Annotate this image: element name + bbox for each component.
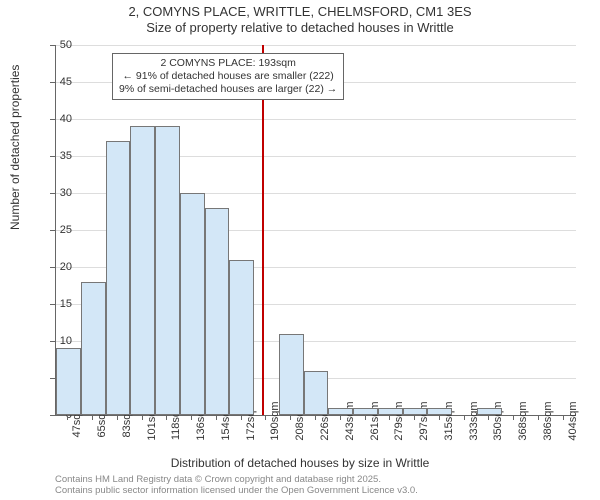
title-line-2: Size of property relative to detached ho…	[0, 20, 600, 36]
bar	[279, 334, 304, 415]
y-tick-mark	[50, 119, 55, 120]
y-axis-label: Number of detached properties	[8, 65, 22, 230]
bar	[328, 408, 353, 415]
callout-box: 2 COMYNS PLACE: 193sqm ← 91% of detached…	[112, 53, 344, 100]
bar	[353, 408, 378, 415]
x-tick-mark	[464, 415, 465, 420]
x-tick-mark	[488, 415, 489, 420]
x-tick-mark	[365, 415, 366, 420]
reference-line	[262, 45, 264, 415]
bar	[403, 408, 428, 415]
x-tick-mark	[389, 415, 390, 420]
x-tick-mark	[315, 415, 316, 420]
title-line-1: 2, COMYNS PLACE, WRITTLE, CHELMSFORD, CM…	[0, 4, 600, 20]
bar	[81, 282, 106, 415]
y-tick-mark	[50, 193, 55, 194]
bar	[229, 260, 254, 415]
x-tick-mark	[439, 415, 440, 420]
x-tick-mark	[216, 415, 217, 420]
callout-line-3: 9% of semi-detached houses are larger (2…	[119, 83, 337, 96]
callout-line-1: 2 COMYNS PLACE: 193sqm	[119, 57, 337, 70]
y-tick-mark	[50, 267, 55, 268]
bar	[180, 193, 205, 415]
footer-line-2: Contains public sector information licen…	[55, 485, 418, 496]
x-tick-mark	[166, 415, 167, 420]
footer-line-1: Contains HM Land Registry data © Crown c…	[55, 474, 418, 485]
y-tick-mark	[50, 156, 55, 157]
x-tick-mark	[92, 415, 93, 420]
x-tick-mark	[538, 415, 539, 420]
plot-area	[55, 45, 576, 416]
bar	[130, 126, 155, 415]
bar	[378, 408, 403, 415]
x-tick-mark	[67, 415, 68, 420]
x-tick-mark	[117, 415, 118, 420]
y-tick-mark	[50, 45, 55, 46]
x-tick-mark	[290, 415, 291, 420]
x-tick-mark	[340, 415, 341, 420]
bar	[477, 408, 502, 415]
y-tick-mark	[50, 304, 55, 305]
x-tick-mark	[265, 415, 266, 420]
bar	[304, 371, 329, 415]
y-tick-mark	[50, 230, 55, 231]
chart-title: 2, COMYNS PLACE, WRITTLE, CHELMSFORD, CM…	[0, 0, 600, 37]
y-tick-mark	[50, 82, 55, 83]
x-tick-mark	[191, 415, 192, 420]
bar	[106, 141, 131, 415]
x-tick-mark	[241, 415, 242, 420]
y-tick-mark	[50, 378, 55, 379]
callout-line-2: ← 91% of detached houses are smaller (22…	[119, 70, 337, 83]
x-tick-mark	[142, 415, 143, 420]
x-axis-label: Distribution of detached houses by size …	[0, 456, 600, 470]
y-tick-mark	[50, 341, 55, 342]
bar	[155, 126, 180, 415]
bars-group	[56, 45, 576, 415]
x-tick-mark	[513, 415, 514, 420]
bar	[56, 348, 81, 415]
bar	[205, 208, 230, 415]
x-tick-mark	[563, 415, 564, 420]
footer-attribution: Contains HM Land Registry data © Crown c…	[55, 474, 418, 497]
x-tick-mark	[414, 415, 415, 420]
y-tick-mark	[50, 415, 55, 416]
bar	[427, 408, 452, 415]
